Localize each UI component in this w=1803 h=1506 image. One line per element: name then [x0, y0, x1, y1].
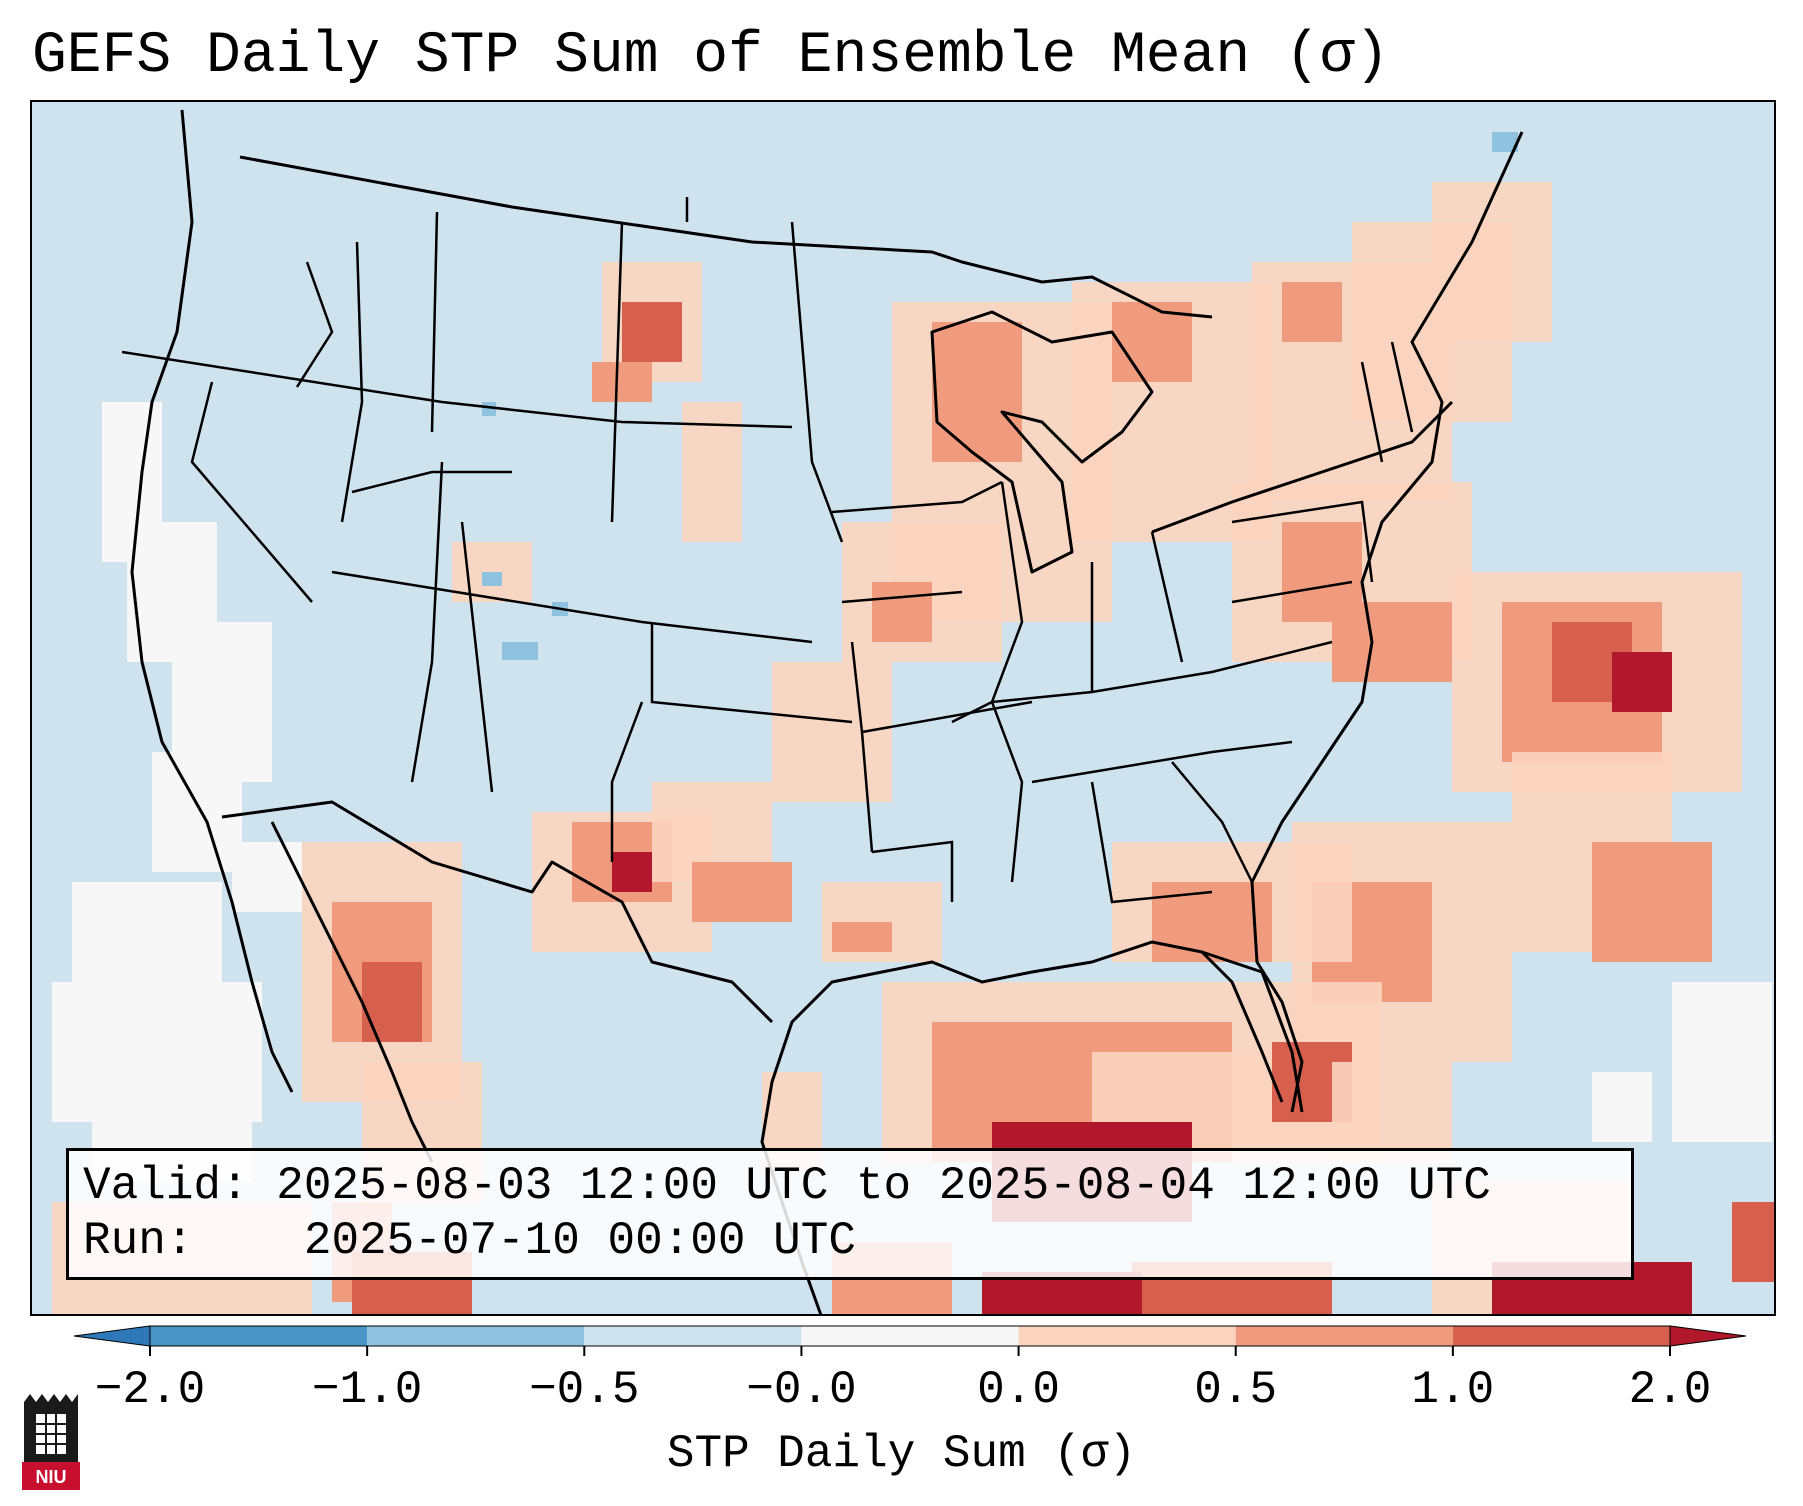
- negative-anomaly-cell: [1492, 132, 1518, 152]
- anomaly-patch: [832, 922, 892, 952]
- colorbar-tick-label: 0.5: [1194, 1364, 1278, 1416]
- logo-text: NIU: [36, 1467, 67, 1487]
- anomaly-patch: [872, 582, 932, 642]
- negative-anomaly-cell: [482, 402, 496, 416]
- colorbar-segment: [150, 1326, 368, 1346]
- run-time-row: Run: 2025-07-10 00:00 UTC: [83, 1214, 1617, 1269]
- colorbar-segments: [73, 1325, 1747, 1356]
- colorbar-tick-label: 1.0: [1411, 1364, 1495, 1416]
- negative-anomaly-cell: [502, 642, 538, 660]
- colorbar-tick-label: −1.0: [311, 1364, 423, 1416]
- valid-label: Valid:: [83, 1160, 249, 1212]
- lake-erie-ontario: [1151, 400, 1454, 534]
- colorbar-tick-label: −0.0: [746, 1364, 857, 1416]
- colorbar-segment: [584, 1326, 802, 1346]
- run-value: 2025-07-10 00:00 UTC: [303, 1215, 856, 1267]
- us-mexico-border: [221, 800, 774, 1024]
- colorbar-segment: [801, 1326, 1019, 1346]
- colorbar: [73, 1325, 1747, 1356]
- colorbar-segment: [1018, 1326, 1236, 1346]
- anomaly-patch: [592, 362, 652, 402]
- valid-value: 2025-08-03 12:00 UTC to 2025-08-04 12:00…: [276, 1160, 1491, 1212]
- page-title: GEFS Daily STP Sum of Ensemble Mean (σ): [32, 24, 1390, 89]
- map-svg: [32, 102, 1774, 1314]
- anomaly-patch: [362, 962, 422, 1042]
- west-coastline: [130, 109, 294, 1093]
- coastlines-borders: [130, 109, 1524, 1314]
- great-lakes: [930, 310, 1154, 574]
- anomaly-patch: [772, 662, 892, 802]
- anomaly-patch: [1112, 302, 1192, 382]
- colorbar-tick-label: −2.0: [94, 1364, 206, 1416]
- niu-logo: NIU: [22, 1394, 80, 1490]
- colorbar-extend-low: [73, 1325, 151, 1347]
- anomaly-patch: [692, 862, 792, 922]
- east-coastline: [1250, 131, 1524, 1113]
- anomaly-patch: [622, 302, 682, 362]
- anomaly-patch: [1332, 602, 1452, 682]
- colorbar-tick-label: −0.5: [529, 1364, 640, 1416]
- map-panel: [30, 100, 1776, 1316]
- colorbar-tick-label: 0.0: [977, 1364, 1060, 1416]
- mexico-coastline: [270, 821, 434, 1163]
- anomaly-patch: [1732, 1202, 1774, 1282]
- colorbar-tick-label: 2.0: [1628, 1364, 1712, 1416]
- anomaly-patch: [1332, 1062, 1452, 1162]
- run-label: Run:: [83, 1215, 194, 1267]
- valid-run-info-box: Valid: 2025-08-03 12:00 UTC to 2025-08-0…: [66, 1148, 1634, 1280]
- colorbar-label: STP Daily Sum (σ): [666, 1428, 1137, 1480]
- colorbar-segment: [367, 1326, 585, 1346]
- valid-time-row: Valid: 2025-08-03 12:00 UTC to 2025-08-0…: [83, 1159, 1617, 1214]
- anomaly-patch: [612, 852, 652, 892]
- anomaly-patch: [932, 322, 1022, 462]
- anomaly-patch: [1592, 842, 1712, 962]
- colorbar-segment: [1452, 1326, 1670, 1346]
- state-borders: [121, 197, 1414, 904]
- anomaly-patch: [1612, 652, 1672, 712]
- colorbar-extend-high: [1669, 1325, 1747, 1347]
- negative-anomaly-cell: [482, 572, 502, 586]
- anomaly-patch: [1432, 182, 1552, 342]
- us-canada-border: [239, 155, 1213, 319]
- colorbar-segment: [1235, 1326, 1453, 1346]
- florida-coastline: [1201, 950, 1304, 1113]
- colorbar-outline: [149, 1325, 1671, 1347]
- anomaly-patch: [1282, 282, 1342, 342]
